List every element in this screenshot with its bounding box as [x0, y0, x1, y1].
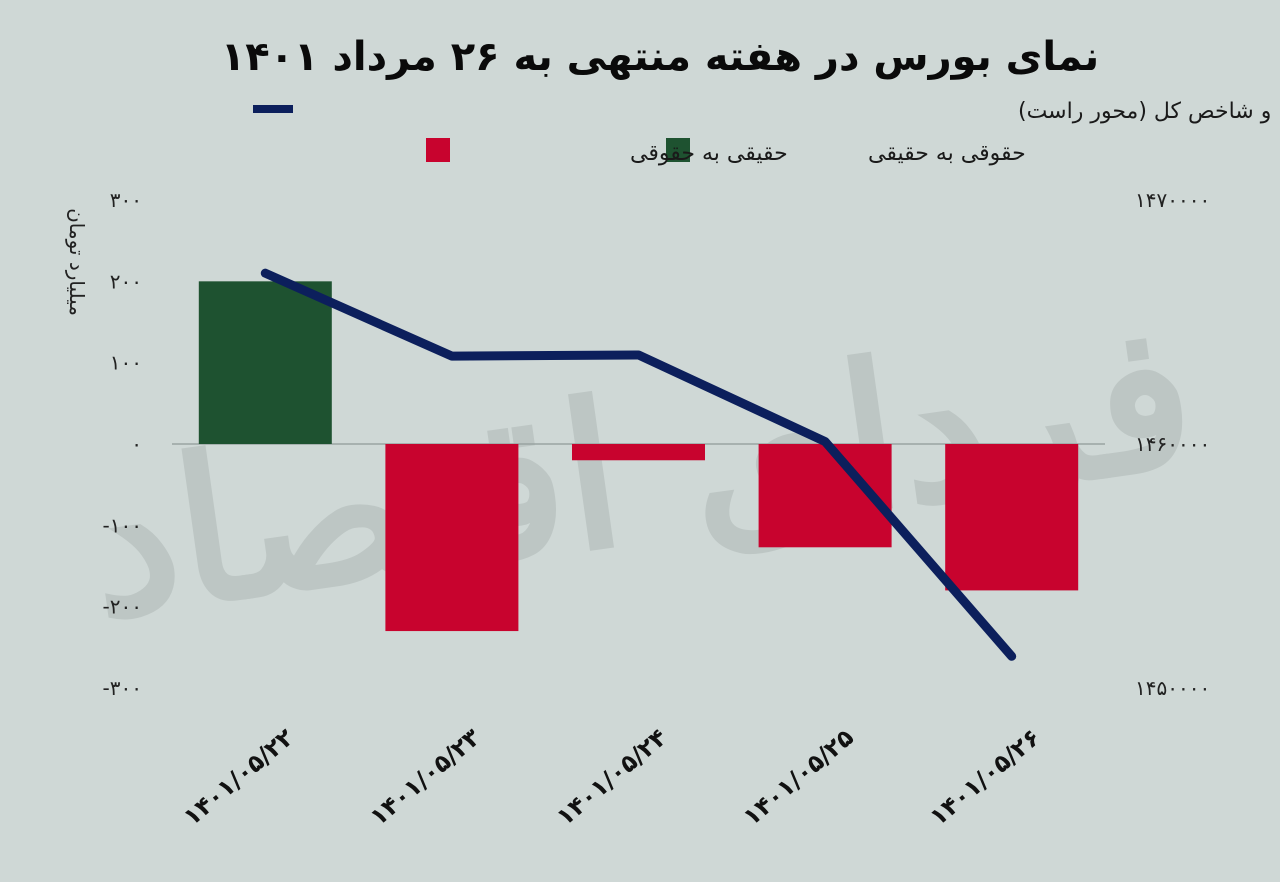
bar	[385, 444, 519, 632]
y-left-tick-label: ۰	[131, 432, 142, 456]
y-left-tick-label: ۳۰۰	[110, 188, 142, 212]
y-axis-label: میلیارد تومان	[65, 208, 89, 316]
y-right-tick-label: ۱۴۶۰۰۰۰	[1135, 432, 1210, 456]
y-left-tick-label: -۱۰۰	[103, 513, 142, 537]
legend-line-swatch	[253, 105, 293, 113]
y-left-tick-label: -۲۰۰	[103, 595, 142, 619]
y-left-tick-label: ۲۰۰	[110, 269, 142, 293]
chart-title: نمای بورس در هفته منتهی به ۲۶ مرداد ۱۴۰۱	[221, 34, 1099, 80]
y-left-tick-label: -۳۰۰	[103, 676, 142, 700]
legend-positive-swatch	[666, 138, 690, 162]
legend-negative-label: حقیقی به حقوقی	[630, 141, 788, 166]
y-left-tick-label: ۱۰۰	[110, 351, 142, 375]
y-right-tick-label: ۱۴۷۰۰۰۰	[1135, 188, 1210, 212]
index-line	[260, 268, 1017, 661]
legend: تغییر مالکیت میان سهامداران (محور چپ) و …	[253, 99, 1280, 166]
bar	[198, 281, 332, 444]
y-right-tick-label: ۱۴۵۰۰۰۰	[1135, 676, 1210, 700]
bar	[572, 444, 705, 461]
legend-positive-label: حقوقی به حقیقی	[868, 141, 1026, 166]
bar	[945, 444, 1079, 591]
legend-negative-swatch	[426, 138, 450, 162]
legend-line-label: تغییر مالکیت میان سهامداران (محور چپ) و …	[1018, 99, 1280, 124]
